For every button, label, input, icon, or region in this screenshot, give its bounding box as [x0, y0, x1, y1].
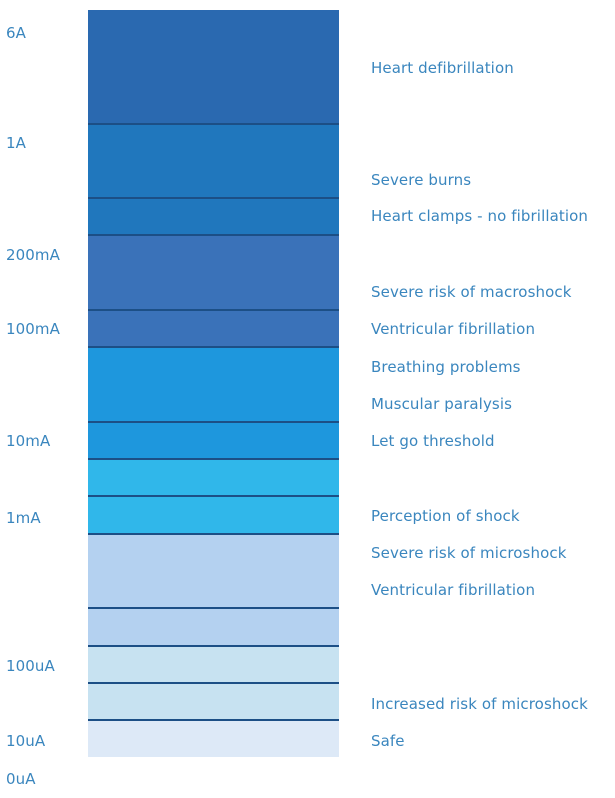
effect-label-severe-risk-microshock: Severe risk of microshock [371, 544, 567, 562]
band-divider [88, 197, 339, 199]
band-100ua-lower [88, 683, 339, 720]
effect-label-muscular-paralysis: Muscular paralysis [371, 395, 513, 413]
scale-label-10ma: 10mA [6, 432, 51, 450]
band-1a-lower [88, 198, 339, 235]
band-divider [88, 719, 339, 721]
effect-label-severe-burns: Severe burns [371, 171, 472, 189]
effect-label-increased-risk-microshock: Increased risk of microshock [371, 695, 588, 713]
band-divider [88, 309, 339, 311]
band-divider [88, 682, 339, 684]
effect-label-heart-clamps: Heart clamps - no fibrillation [371, 207, 589, 225]
scale-label-6a: 6A [6, 24, 27, 42]
effect-label-ventricular-fibrillation-micro: Ventricular fibrillation [371, 581, 536, 599]
band-100ma-lower [88, 422, 339, 459]
scale-label-0ua: 0uA [6, 770, 36, 788]
band-1ma-upper [88, 534, 339, 608]
effect-label-breathing-problems: Breathing problems [371, 358, 521, 376]
band-10ma-lower [88, 496, 339, 534]
scale-label-10ua: 10uA [6, 732, 46, 750]
effect-label-safe: Safe [371, 732, 405, 750]
scale-label-1ma: 1mA [6, 509, 41, 527]
band-200ma-upper [88, 235, 339, 310]
band-divider [88, 234, 339, 236]
effect-label-let-go-threshold: Let go threshold [371, 432, 495, 450]
band-divider [88, 533, 339, 535]
scale-label-100ma: 100mA [6, 320, 61, 338]
band-100ma-upper [88, 347, 339, 422]
band-divider [88, 421, 339, 423]
effect-label-perception-of-shock: Perception of shock [371, 507, 520, 525]
scale-label-200ma: 200mA [6, 246, 61, 264]
band-divider [88, 123, 339, 125]
band-200ma-lower [88, 310, 339, 347]
band-1a-upper [88, 124, 339, 198]
band-10ma-upper [88, 459, 339, 496]
band-1ma-lower [88, 608, 339, 646]
effect-label-severe-risk-macroshock: Severe risk of macroshock [371, 283, 572, 301]
scale-label-1a: 1A [6, 134, 27, 152]
band-divider [88, 607, 339, 609]
band-10ua-0ua [88, 720, 339, 757]
effect-label-heart-defibrillation: Heart defibrillation [371, 59, 514, 77]
band-divider [88, 346, 339, 348]
band-divider [88, 458, 339, 460]
band-divider [88, 645, 339, 647]
band-divider [88, 495, 339, 497]
scale-label-100ua: 100uA [6, 657, 55, 675]
band-6a-1a [88, 10, 339, 124]
effect-label-ventricular-fibrillation-macro: Ventricular fibrillation [371, 320, 536, 338]
band-100ua-upper [88, 646, 339, 683]
